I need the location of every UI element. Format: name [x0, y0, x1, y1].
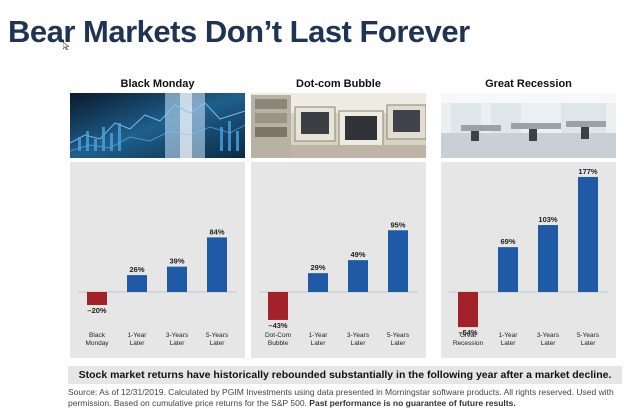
category-label: 3-Years Later — [537, 332, 560, 347]
bar — [498, 247, 518, 292]
category-label: 3-Years Later — [166, 332, 189, 347]
category-label: Dot-Com Bubble — [265, 332, 291, 347]
bar — [87, 292, 107, 305]
chart-great-recession: –54% Great Recession 69% 1-Year Later 103% 3-Ye… — [441, 162, 616, 358]
bar — [167, 266, 187, 292]
category-label: Black Monday — [85, 332, 109, 347]
bar — [458, 292, 478, 328]
chart-black-monday: –20% Black Monday 26% 1-Year Later 39% 3-Years L… — [70, 162, 245, 358]
panel-title: Black Monday — [120, 78, 195, 90]
data-label: 29% — [310, 263, 325, 272]
data-label: –20% — [87, 306, 107, 315]
bar — [308, 273, 328, 292]
category-label: 1-Year Later — [499, 332, 519, 347]
data-label: 39% — [169, 257, 184, 266]
data-label: 84% — [209, 227, 224, 236]
source-note: Source: As of 12/31/2019. Calculated by … — [68, 387, 618, 409]
category-label: 1-Year Later — [309, 332, 329, 347]
category-label: 5-Years Later — [577, 332, 600, 347]
data-label: 177% — [578, 167, 598, 176]
chart-dot-com-bubble: –43% Dot-Com Bubble 29% 1-Year Later 49% 3-Year… — [251, 162, 426, 358]
bar — [388, 230, 408, 292]
category-label: 3-Years Later — [347, 332, 370, 347]
category-label: 1-Year Later — [128, 332, 148, 347]
data-label: –43% — [268, 321, 288, 330]
category-label: 5-Years Later — [387, 332, 410, 347]
bar — [207, 237, 227, 292]
data-label: 95% — [390, 220, 405, 229]
stock-ticker-photo — [70, 93, 245, 158]
bar — [578, 176, 598, 292]
disclaimer-text: Past performance is no guarantee of futu… — [309, 398, 516, 408]
old-computers-photo — [251, 93, 426, 158]
empty-office-photo — [441, 93, 616, 158]
data-label: 49% — [350, 250, 365, 259]
data-label: 69% — [500, 237, 515, 246]
panel-title: Dot-com Bubble — [296, 78, 381, 90]
panel-title: Great Recession — [485, 78, 572, 90]
slide-title: Bear Markets Don’t Last Forever — [8, 14, 470, 49]
summary-bar: Stock market returns have historically r… — [68, 366, 622, 384]
bar — [127, 275, 147, 292]
data-label: 103% — [538, 215, 558, 224]
bar — [348, 260, 368, 292]
category-label: 5-Years Later — [206, 332, 229, 347]
source-text: Source: As of 12/31/2019. Calculated by … — [68, 387, 614, 408]
bar — [268, 292, 288, 320]
mouse-cursor-icon — [62, 41, 70, 51]
data-label: 26% — [129, 265, 144, 274]
data-label: –54% — [458, 328, 478, 337]
category-label: Great Recession — [453, 332, 484, 347]
bar — [538, 225, 558, 292]
